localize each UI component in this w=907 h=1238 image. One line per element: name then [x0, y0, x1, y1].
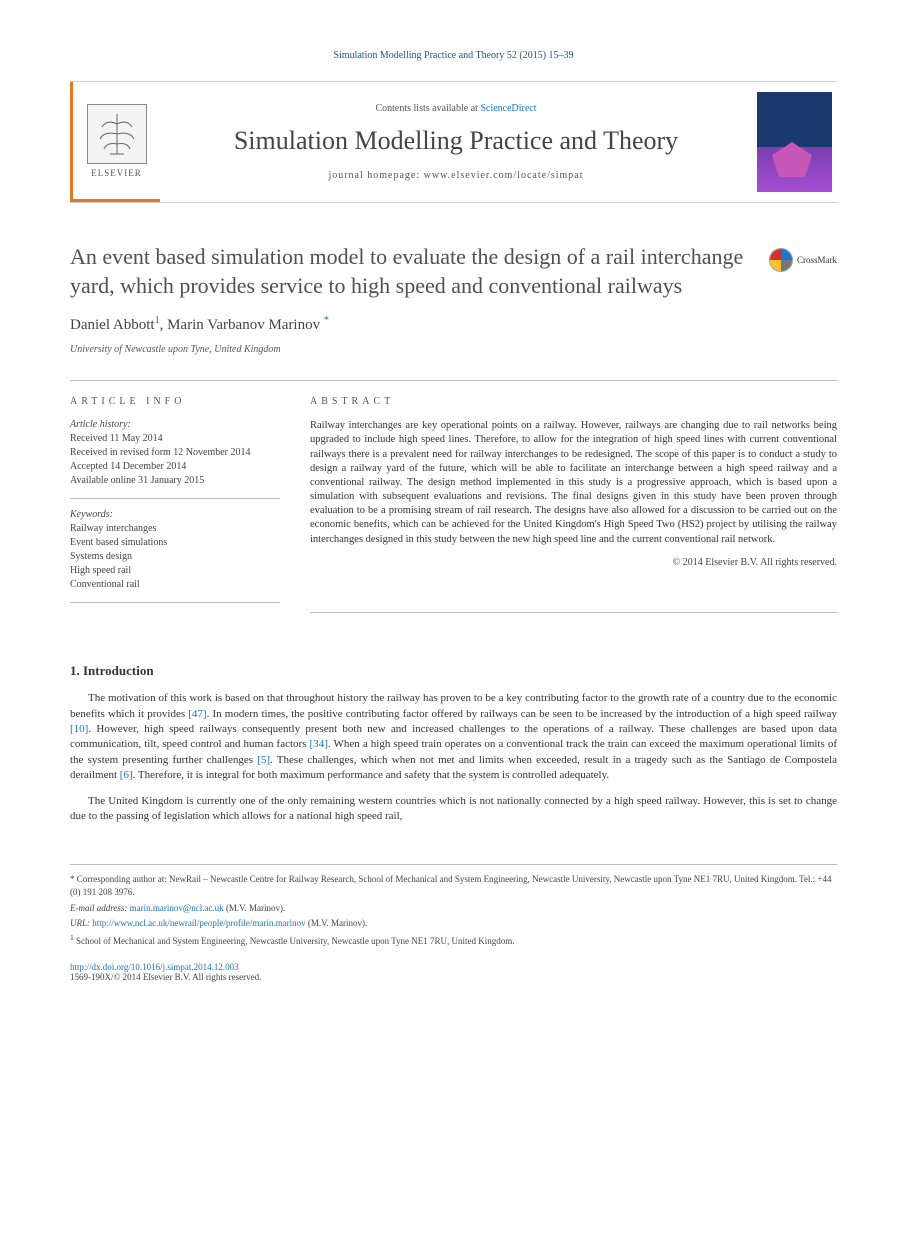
history-label: Article history: — [70, 419, 280, 430]
url-label: URL: — [70, 918, 92, 928]
keyword-item: Railway interchanges — [70, 522, 280, 536]
keywords-section: Keywords: Railway interchanges Event bas… — [70, 509, 280, 603]
body-paragraph-2: The United Kingdom is currently one of t… — [70, 794, 837, 825]
body-paragraph-1: The motivation of this work is based on … — [70, 691, 837, 783]
crossmark-label: CrossMark — [797, 255, 837, 265]
footer-block: http://dx.doi.org/10.1016/j.simpat.2014.… — [70, 962, 837, 982]
email-label: E-mail address: — [70, 903, 130, 913]
authors-line: Daniel Abbott1, Marin Varbanov Marinov * — [70, 315, 837, 334]
article-info-heading: ARTICLE INFO — [70, 396, 280, 407]
elsevier-tree-icon — [87, 104, 147, 164]
para-text: . In modern times, the positive contribu… — [207, 708, 837, 720]
aff-marker: 1 — [70, 933, 74, 942]
affiliation-footnote: 1 School of Mechanical and System Engine… — [70, 933, 837, 948]
ref-link-5[interactable]: [5] — [257, 754, 270, 766]
history-line: Received in revised form 12 November 201… — [70, 446, 280, 460]
keyword-item: Event based simulations — [70, 536, 280, 550]
ref-link-6[interactable]: [6] — [120, 769, 133, 781]
masthead-center: Contents lists available at ScienceDirec… — [160, 82, 752, 202]
email-footnote: E-mail address: marin.marinov@ncl.ac.uk … — [70, 902, 837, 915]
article-title: An event based simulation model to evalu… — [70, 243, 837, 300]
info-abstract-row: ARTICLE INFO Article history: Received 1… — [70, 380, 837, 613]
footnotes: * Corresponding author at: NewRail – New… — [70, 864, 837, 947]
title-block: An event based simulation model to evalu… — [70, 243, 837, 300]
history-section: Article history: Received 11 May 2014 Re… — [70, 419, 280, 499]
author-1: Daniel Abbott — [70, 317, 155, 333]
email-link[interactable]: marin.marinov@ncl.ac.uk — [130, 903, 224, 913]
keyword-item: High speed rail — [70, 564, 280, 578]
keywords-label: Keywords: — [70, 509, 280, 520]
abstract-text: Railway interchanges are key operational… — [310, 419, 837, 547]
author-2: Marin Varbanov Marinov — [167, 317, 320, 333]
journal-homepage: journal homepage: www.elsevier.com/locat… — [328, 170, 583, 181]
homepage-url[interactable]: www.elsevier.com/locate/simpat — [424, 170, 584, 181]
contents-prefix: Contents lists available at — [375, 103, 480, 114]
author-1-sup[interactable]: 1 — [155, 315, 160, 326]
corresponding-marker[interactable]: * — [324, 315, 329, 326]
email-suffix: (M.V. Marinov). — [224, 903, 286, 913]
journal-cover-thumbnail[interactable] — [757, 92, 832, 192]
url-suffix: (M.V. Marinov). — [306, 918, 368, 928]
abstract-heading: ABSTRACT — [310, 396, 837, 407]
elsevier-label: ELSEVIER — [91, 168, 142, 178]
abstract-copyright: © 2014 Elsevier B.V. All rights reserved… — [310, 557, 837, 568]
article-info-column: ARTICLE INFO Article history: Received 1… — [70, 396, 280, 613]
header-citation: Simulation Modelling Practice and Theory… — [70, 50, 837, 61]
keyword-item: Conventional rail — [70, 578, 280, 592]
corresponding-footnote: * Corresponding author at: NewRail – New… — [70, 873, 837, 898]
crossmark-badge[interactable]: CrossMark — [769, 248, 837, 272]
ref-link-47[interactable]: [47] — [188, 708, 206, 720]
homepage-prefix: journal homepage: — [328, 170, 423, 181]
history-line: Available online 31 January 2015 — [70, 474, 280, 488]
affiliation: University of Newcastle upon Tyne, Unite… — [70, 344, 837, 355]
masthead: ELSEVIER Contents lists available at Sci… — [70, 81, 837, 203]
keyword-item: Systems design — [70, 550, 280, 564]
elsevier-logo[interactable]: ELSEVIER — [70, 82, 160, 202]
issn-copyright: 1569-190X/© 2014 Elsevier B.V. All right… — [70, 972, 837, 982]
aff-text: School of Mechanical and System Engineer… — [76, 936, 515, 946]
author-url-link[interactable]: http://www.ncl.ac.uk/newrail/people/prof… — [92, 918, 305, 928]
ref-link-34[interactable]: [34] — [310, 738, 328, 750]
journal-name: Simulation Modelling Practice and Theory — [234, 126, 678, 156]
para-text: . Therefore, it is integral for both max… — [133, 769, 610, 781]
crossmark-icon — [769, 248, 793, 272]
url-footnote: URL: http://www.ncl.ac.uk/newrail/people… — [70, 917, 837, 930]
section-1-heading: 1. Introduction — [70, 663, 837, 679]
history-line: Received 11 May 2014 — [70, 432, 280, 446]
article-page: Simulation Modelling Practice and Theory… — [0, 0, 907, 1022]
ref-link-10[interactable]: [10] — [70, 723, 88, 735]
doi-link[interactable]: http://dx.doi.org/10.1016/j.simpat.2014.… — [70, 962, 239, 972]
sciencedirect-link[interactable]: ScienceDirect — [480, 103, 536, 114]
abstract-column: ABSTRACT Railway interchanges are key op… — [310, 396, 837, 613]
contents-available: Contents lists available at ScienceDirec… — [375, 103, 536, 114]
history-line: Accepted 14 December 2014 — [70, 460, 280, 474]
